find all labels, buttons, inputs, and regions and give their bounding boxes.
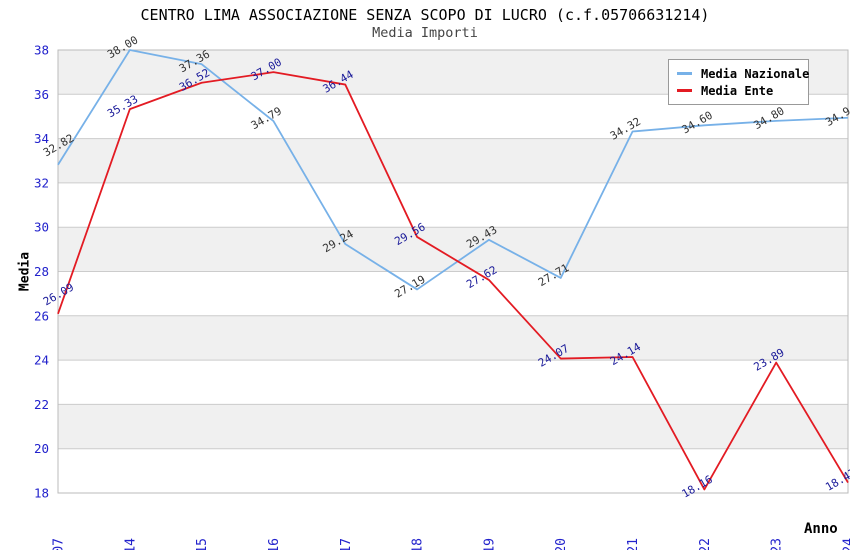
- y-tick-label: 32: [34, 175, 49, 190]
- plot-band: [58, 271, 848, 316]
- y-tick-label: 34: [34, 131, 49, 146]
- plot-band: [58, 315, 848, 361]
- y-tick-label: 26: [34, 308, 49, 323]
- y-tick-label: 24: [34, 353, 49, 368]
- plot-band: [58, 360, 848, 405]
- legend: Media Nazionale Media Ente: [668, 59, 809, 105]
- x-tick-label: 2015: [195, 538, 210, 550]
- legend-swatch-nazionale-icon: [677, 72, 692, 75]
- chart-title: CENTRO LIMA ASSOCIAZIONE SENZA SCOPO DI …: [140, 6, 710, 24]
- plot-border: [57, 49, 849, 494]
- y-tick-label: 38: [34, 43, 49, 58]
- y-tick-label: 30: [34, 220, 49, 235]
- chart-subtitle: Media Importi: [372, 25, 478, 41]
- legend-item-media-ente: Media Ente: [677, 82, 808, 99]
- x-axis-title: Anno: [804, 521, 838, 537]
- y-tick-label: 28: [34, 264, 49, 279]
- x-tick-label: 2022: [698, 538, 713, 550]
- x-tick-label: 2023: [770, 538, 785, 550]
- x-tick-label: 2020: [554, 538, 569, 550]
- x-tick-label: 2019: [482, 538, 497, 550]
- y-tick-label: 36: [34, 87, 49, 102]
- plot-band: [58, 138, 848, 183]
- legend-item-media-nazionale: Media Nazionale: [677, 65, 810, 82]
- x-tick-label: 2014: [123, 538, 138, 550]
- y-tick-label: 20: [34, 441, 49, 456]
- y-axis-title: Media: [17, 251, 33, 292]
- y-tick-label: 18: [34, 486, 49, 501]
- plot-band: [58, 448, 848, 493]
- x-tick-label: 2016: [267, 538, 282, 550]
- series-line-media-ente: [57, 71, 849, 491]
- x-tick-label: 2017: [339, 538, 354, 550]
- legend-label: Media Ente: [701, 83, 774, 98]
- legend-label: Media Nazionale: [701, 66, 810, 81]
- legend-swatch-ente-icon: [677, 89, 692, 92]
- y-tick-label: 22: [34, 397, 49, 412]
- x-tick-label: 2021: [626, 538, 641, 550]
- x-tick-label: 2007: [52, 538, 67, 550]
- plot-band: [58, 404, 848, 449]
- x-tick-label: 2024: [842, 538, 850, 550]
- plot-band: [58, 182, 848, 228]
- series-line-media-nazionale: [57, 49, 849, 291]
